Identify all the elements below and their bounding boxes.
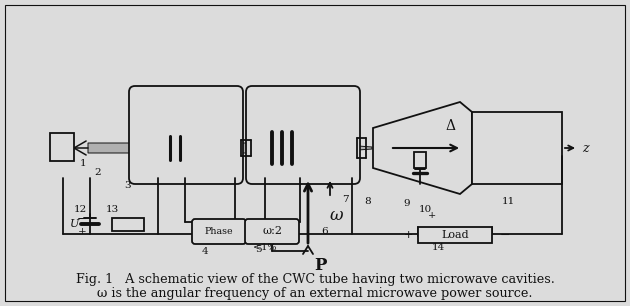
Bar (472, 112, 562, 184)
Text: ω is the angular frequency of an external microwave power source.: ω is the angular frequency of an externa… (97, 286, 533, 300)
Text: +: + (77, 226, 86, 236)
Text: +: + (403, 230, 413, 240)
Text: P: P (314, 258, 326, 274)
Text: <1%: <1% (253, 244, 277, 252)
Text: 13: 13 (105, 204, 118, 214)
Text: −: − (77, 212, 87, 226)
Polygon shape (88, 143, 372, 153)
Bar (418, 227, 492, 243)
Text: ω: ω (329, 207, 343, 225)
Text: 10: 10 (418, 204, 432, 214)
Text: U: U (71, 219, 79, 229)
Text: z: z (581, 141, 588, 155)
Text: 7: 7 (341, 195, 348, 203)
Text: 2: 2 (94, 167, 101, 177)
Text: −: − (500, 229, 510, 241)
Bar (50, 133, 74, 161)
Text: 3: 3 (125, 181, 131, 191)
FancyBboxPatch shape (129, 86, 243, 184)
Polygon shape (373, 102, 472, 194)
Text: Δ: Δ (445, 119, 455, 133)
FancyBboxPatch shape (246, 86, 360, 184)
Text: +: + (428, 211, 436, 221)
Text: 14: 14 (432, 244, 445, 252)
FancyBboxPatch shape (245, 219, 299, 244)
Text: Load: Load (441, 230, 469, 240)
FancyBboxPatch shape (192, 219, 246, 244)
Text: ω:2: ω:2 (262, 226, 282, 237)
Bar (112, 218, 144, 231)
Text: 11: 11 (501, 196, 515, 206)
Text: 1: 1 (79, 159, 86, 167)
Text: Fig. 1   A schematic view of the CWC tube having two microwave cavities.: Fig. 1 A schematic view of the CWC tube … (76, 274, 554, 286)
Bar (414, 152, 426, 168)
Text: 12: 12 (73, 204, 87, 214)
Text: 9: 9 (404, 199, 410, 207)
Text: 8: 8 (365, 197, 371, 207)
Text: 5: 5 (255, 244, 261, 253)
Text: 6: 6 (322, 226, 328, 236)
Text: 4: 4 (202, 247, 209, 256)
Text: Phase: Phase (205, 227, 233, 236)
